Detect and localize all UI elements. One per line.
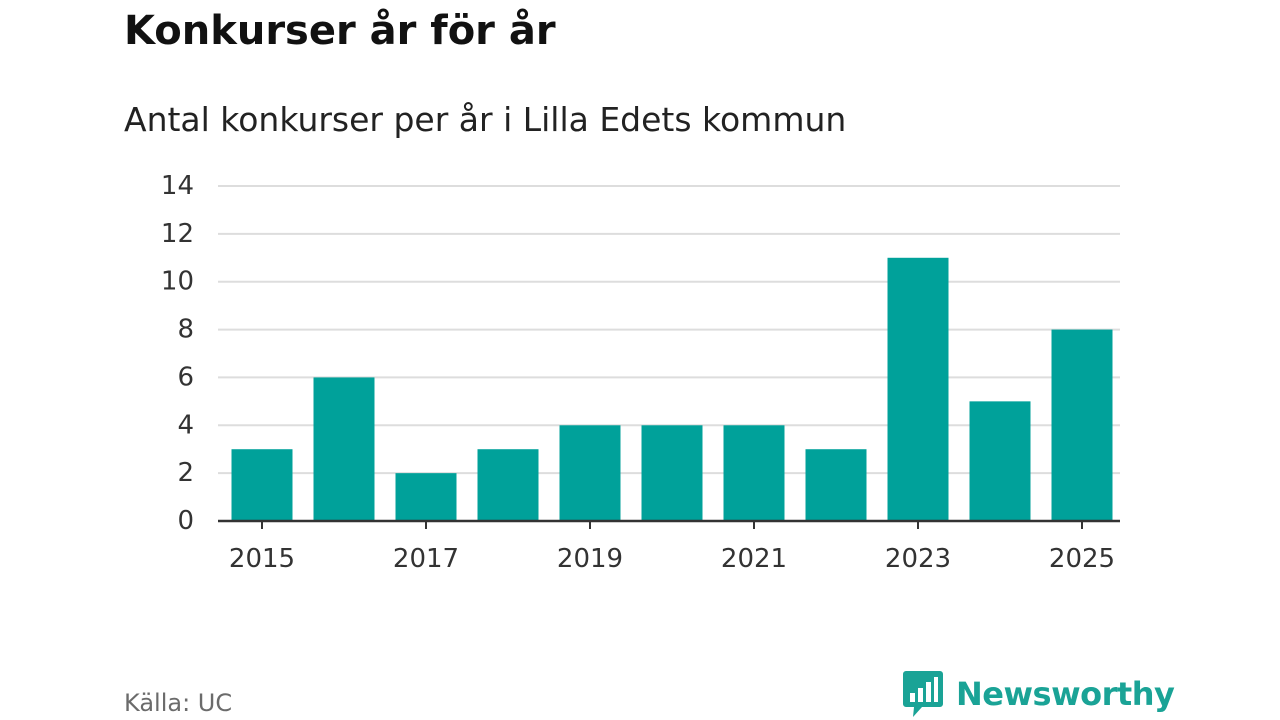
bar-2020 [641, 425, 703, 521]
y-tick-label: 2 [177, 458, 194, 488]
x-tick-label: 2017 [393, 544, 459, 574]
bar-2017 [395, 473, 457, 521]
y-tick-label: 6 [177, 362, 194, 392]
y-tick-label: 0 [177, 506, 194, 536]
bar-chart: 0 2 4 6 8 10 12 14 2015 2017 2019 2021 2023 2025 [161, 171, 1120, 574]
bars [231, 257, 1113, 521]
y-tick-label: 4 [177, 410, 194, 440]
x-tick-label: 2023 [885, 544, 951, 574]
bar-2015 [231, 449, 293, 521]
bar-2025 [1051, 329, 1113, 521]
chart-title: Konkurser år för år [124, 8, 556, 54]
bar-2018 [477, 449, 539, 521]
bar-2016 [313, 377, 375, 521]
axes: 0 2 4 6 8 10 12 14 2015 2017 2019 2021 2023 2025 [161, 171, 1120, 574]
bar-2019 [559, 425, 621, 521]
y-tick-label: 8 [177, 315, 194, 345]
y-tick-label: 14 [161, 171, 194, 201]
bar-2021 [723, 425, 785, 521]
brand-logo: Newsworthy [902, 668, 1175, 720]
bar-2023 [887, 257, 949, 521]
brand-name: Newsworthy [956, 675, 1175, 713]
chart-subtitle: Antal konkurser per år i Lilla Edets kom… [124, 100, 847, 139]
y-tick-label: 12 [161, 219, 194, 249]
x-tick-label: 2025 [1049, 544, 1115, 574]
bar-2024 [969, 401, 1031, 521]
source-label: Källa: UC [124, 689, 233, 717]
bar-chart-speech-bubble-icon [903, 671, 943, 717]
x-tick-label: 2019 [557, 544, 623, 574]
bar-2022 [805, 449, 867, 521]
y-tick-label: 10 [161, 267, 194, 297]
x-tick-label: 2021 [721, 544, 787, 574]
x-tick-label: 2015 [229, 544, 295, 574]
